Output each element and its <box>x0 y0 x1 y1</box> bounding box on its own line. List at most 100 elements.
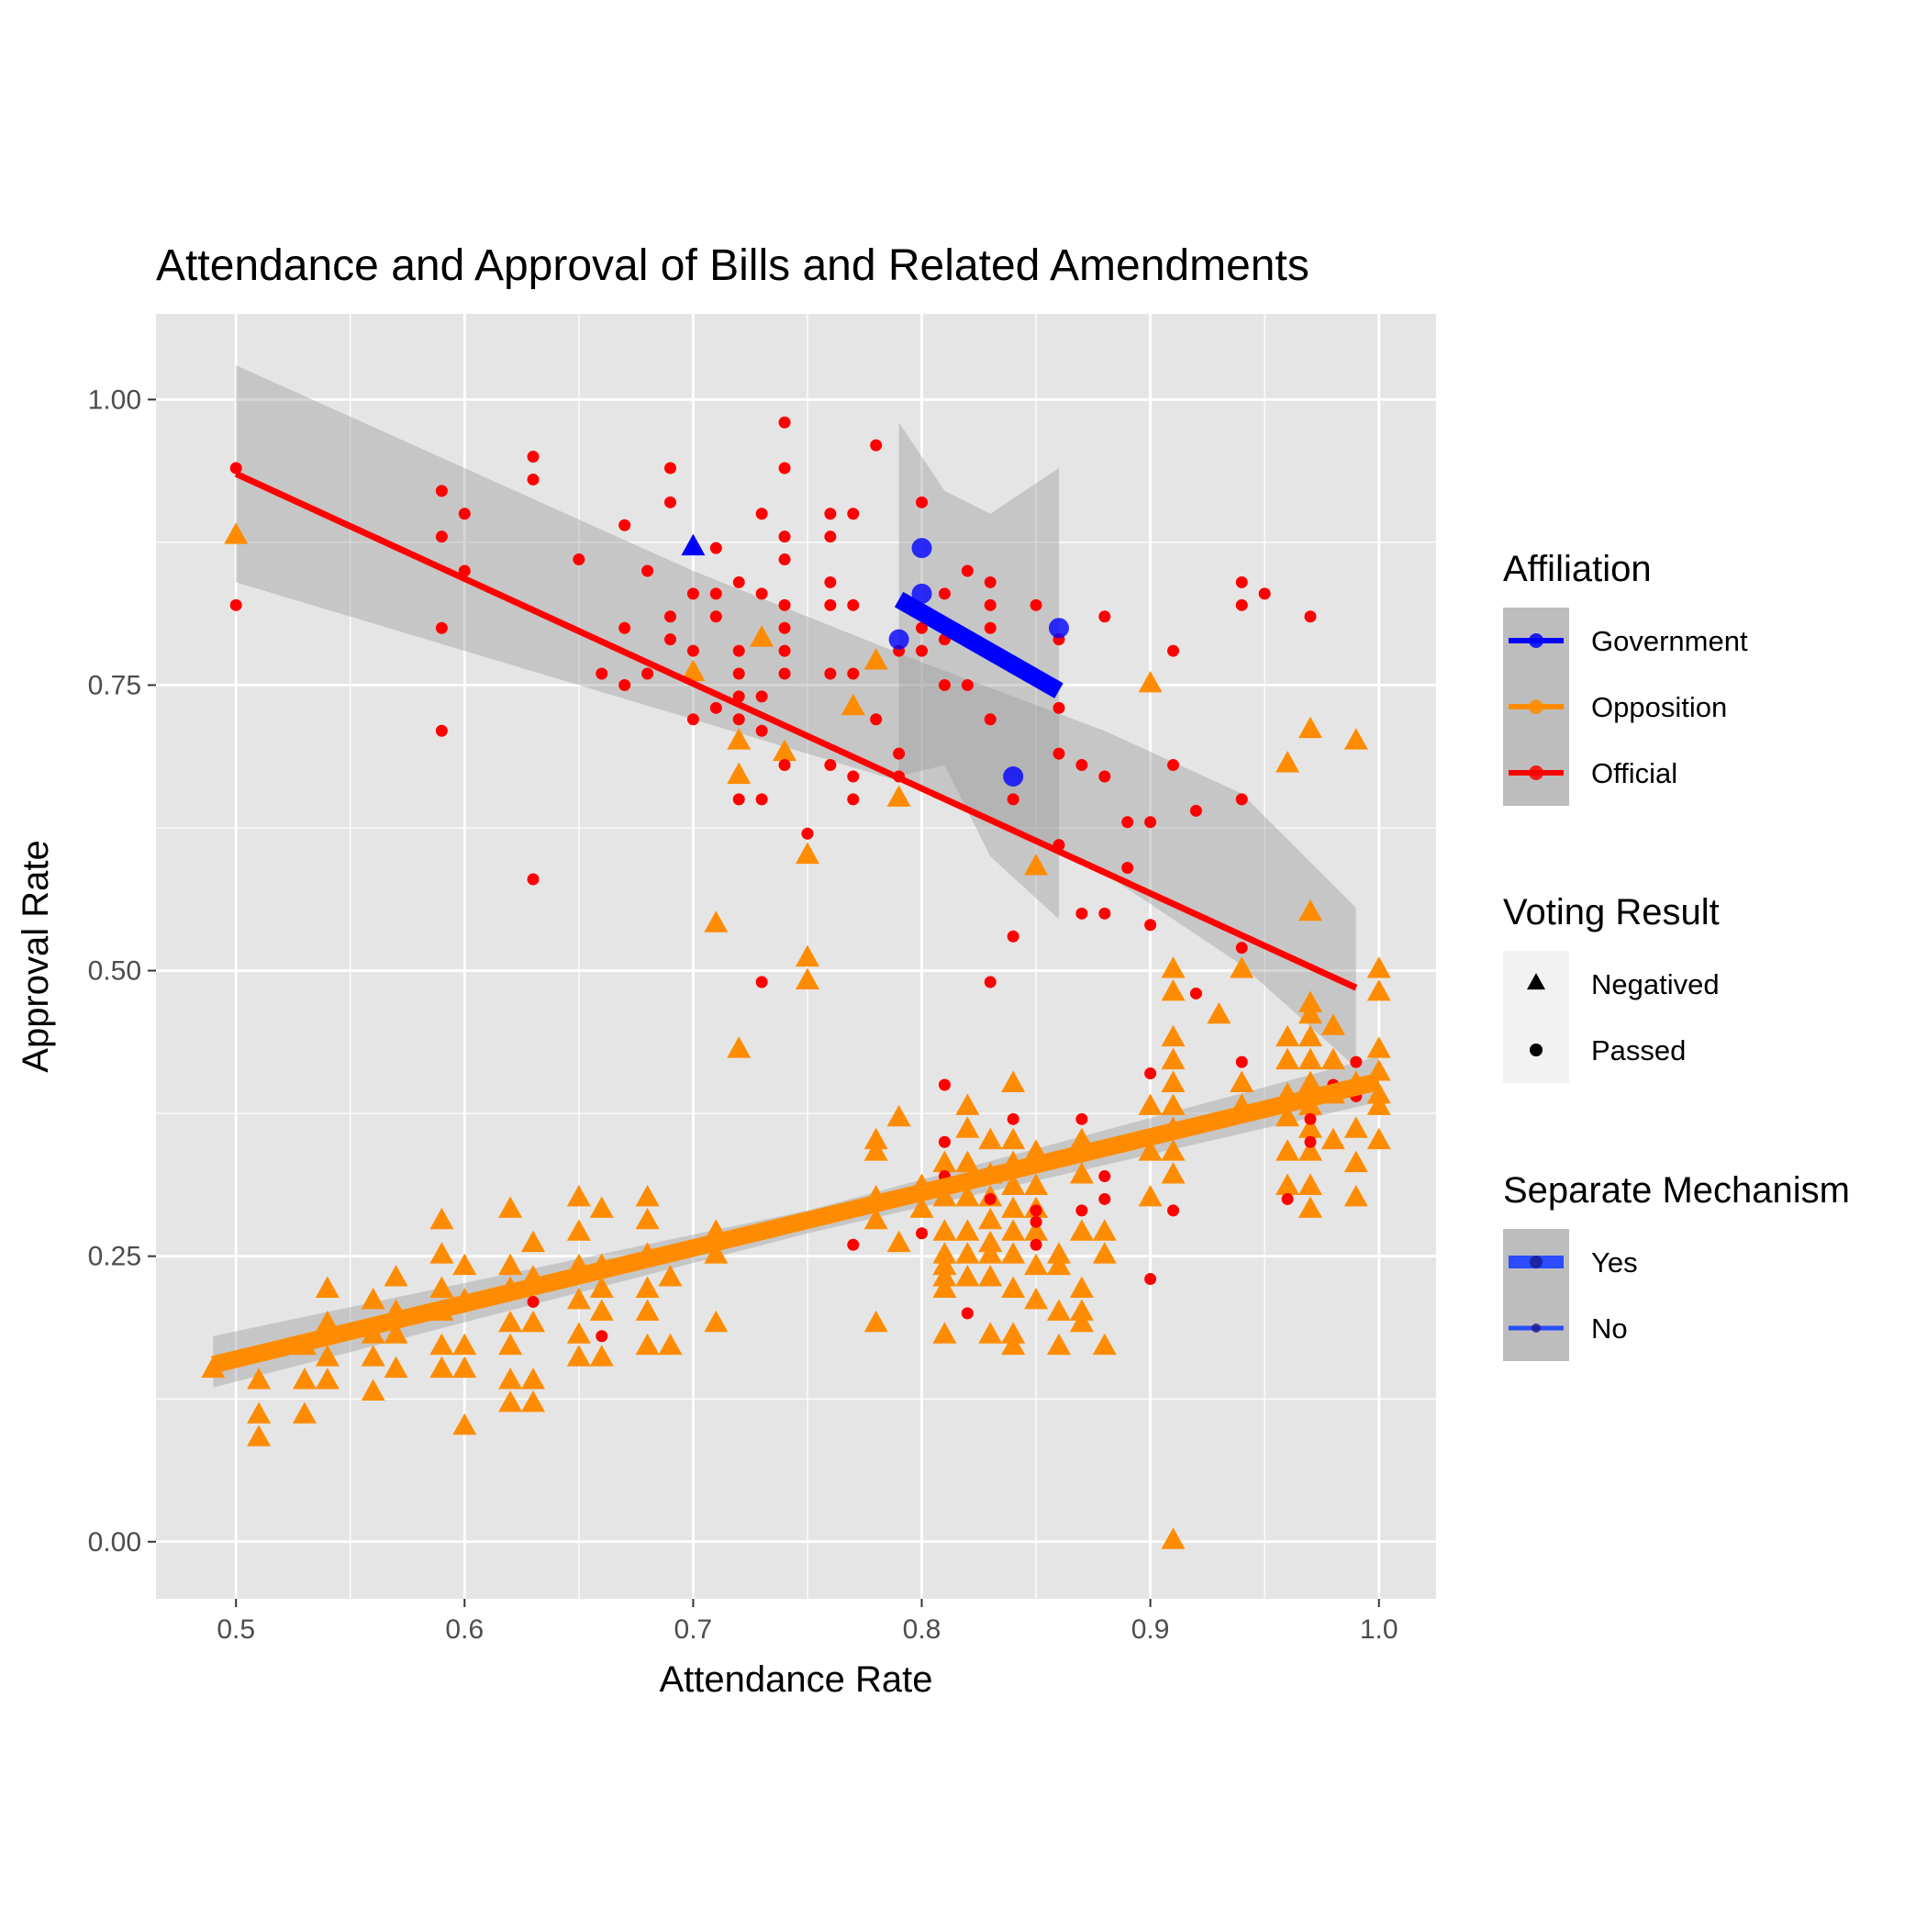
point-opposition-negatived <box>361 1379 385 1401</box>
point-official-passed <box>847 1238 860 1251</box>
x-axis-ticks: 0.5 0.6 0.7 0.8 0.9 1.0 <box>217 1599 1398 1645</box>
point-opposition-negatived <box>452 1356 477 1379</box>
point-opposition-negatived <box>315 1368 340 1390</box>
point-official-passed <box>961 564 974 577</box>
point-opposition-negatived <box>1046 1253 1071 1276</box>
point-official-passed <box>663 462 676 475</box>
point-opposition-negatived <box>932 1276 957 1298</box>
point-opposition-negatived <box>658 1265 683 1287</box>
point-opposition-negatived <box>1046 1333 1071 1356</box>
point-opposition-negatived <box>1161 956 1186 978</box>
point-opposition-negatived <box>1161 1047 1186 1070</box>
point-opposition-negatived <box>1024 854 1049 876</box>
point-opposition-negatived <box>429 1207 454 1230</box>
point-opposition-negatived <box>863 1127 888 1150</box>
point-opposition-negatived <box>978 1127 1003 1150</box>
point-opposition-negatived <box>1092 1333 1117 1356</box>
point-opposition-negatived <box>429 1276 454 1298</box>
point-opposition-negatived <box>863 648 888 670</box>
point-opposition-negatived <box>1320 1127 1345 1150</box>
point-official-passed <box>1007 1112 1019 1125</box>
point-opposition-negatived <box>1366 1127 1391 1150</box>
point-official-passed <box>1121 862 1134 875</box>
point-opposition-negatived <box>315 1276 340 1298</box>
point-official-passed <box>1075 907 1088 920</box>
point-opposition-negatived <box>727 762 752 784</box>
legend-item: Official <box>1503 740 1677 806</box>
point-opposition-negatived <box>750 625 774 647</box>
point-official-passed <box>709 701 722 714</box>
legend-key-triangle <box>1527 973 1545 990</box>
point-opposition-negatived <box>1161 1162 1186 1184</box>
point-official-passed <box>1098 907 1111 920</box>
point-official-passed <box>1144 1067 1157 1080</box>
legend-item: Yes <box>1503 1229 1638 1295</box>
point-opposition-negatived <box>1343 728 1368 750</box>
legend-label: Opposition <box>1591 691 1727 723</box>
legend-item: Opposition <box>1503 674 1727 740</box>
point-opposition-negatived <box>635 1333 660 1356</box>
point-opposition-negatived <box>452 1413 477 1435</box>
point-opposition-negatived <box>1320 1047 1345 1070</box>
point-opposition-negatived <box>681 659 706 681</box>
point-opposition-negatived <box>1001 1333 1026 1356</box>
legend-key-dot <box>1532 1323 1541 1333</box>
point-opposition-negatived <box>1161 1070 1186 1092</box>
point-opposition-negatived <box>932 1265 957 1287</box>
point-opposition-negatived <box>841 693 865 716</box>
point-official-passed <box>1144 1273 1157 1286</box>
legend-key-circle <box>1530 1044 1543 1056</box>
point-opposition-negatived <box>566 1345 591 1367</box>
fit-line-government <box>894 591 1064 698</box>
point-opposition-negatived <box>1298 899 1322 921</box>
point-official-passed <box>663 496 676 508</box>
point-opposition-negatived <box>1001 1219 1026 1241</box>
point-opposition-negatived <box>384 1322 408 1344</box>
point-official-passed <box>984 575 997 588</box>
point-opposition-negatived <box>955 1242 980 1264</box>
point-opposition-negatived <box>292 1368 317 1390</box>
point-official-passed <box>1098 1192 1111 1205</box>
point-opposition-negatived <box>932 1322 957 1344</box>
point-opposition-negatived <box>1001 1070 1026 1092</box>
point-opposition-negatived <box>727 1036 752 1058</box>
point-opposition-negatived <box>1275 1047 1300 1070</box>
grid-major <box>156 314 1436 1599</box>
point-opposition-negatived <box>1298 1116 1322 1138</box>
point-opposition-negatived <box>247 1368 272 1390</box>
legend-title: Voting Result <box>1503 892 1720 932</box>
x-tick-label: 0.5 <box>217 1614 255 1645</box>
point-official-passed <box>778 667 791 680</box>
point-opposition-negatived <box>1366 956 1391 978</box>
point-government-passed <box>888 629 909 650</box>
point-official-passed <box>709 587 722 600</box>
point-opposition-negatived <box>1275 1173 1300 1195</box>
point-opposition-negatived <box>1161 1093 1186 1115</box>
point-official-passed <box>618 519 631 531</box>
point-official-passed <box>1007 930 1019 943</box>
y-tick-label: 0.75 <box>88 670 141 700</box>
point-opposition-negatived <box>795 842 819 865</box>
point-official-passed <box>1030 598 1042 611</box>
point-official-passed <box>778 759 791 772</box>
point-official-passed <box>686 644 699 657</box>
point-opposition-negatived <box>452 1333 477 1356</box>
point-government-negatived <box>681 533 706 556</box>
y-axis-ticks: 0.00 0.25 0.50 0.75 1.00 <box>88 385 156 1558</box>
point-opposition-negatived <box>932 1253 957 1276</box>
point-official-passed <box>916 644 929 657</box>
point-official-passed <box>1053 701 1065 714</box>
y-tick-label: 0.50 <box>88 956 141 987</box>
point-opposition-negatived <box>978 1265 1003 1287</box>
point-official-passed <box>984 713 997 726</box>
point-opposition-negatived <box>773 739 797 762</box>
point-opposition-negatived <box>384 1265 408 1287</box>
y-tick-label: 0.25 <box>88 1242 141 1272</box>
point-opposition-negatived <box>521 1230 546 1253</box>
point-opposition-negatived <box>955 1219 980 1241</box>
point-official-passed <box>1235 1055 1248 1068</box>
point-official-passed <box>1075 1112 1088 1125</box>
x-tick-label: 0.8 <box>903 1614 941 1645</box>
point-opposition-negatived <box>1001 1196 1026 1218</box>
